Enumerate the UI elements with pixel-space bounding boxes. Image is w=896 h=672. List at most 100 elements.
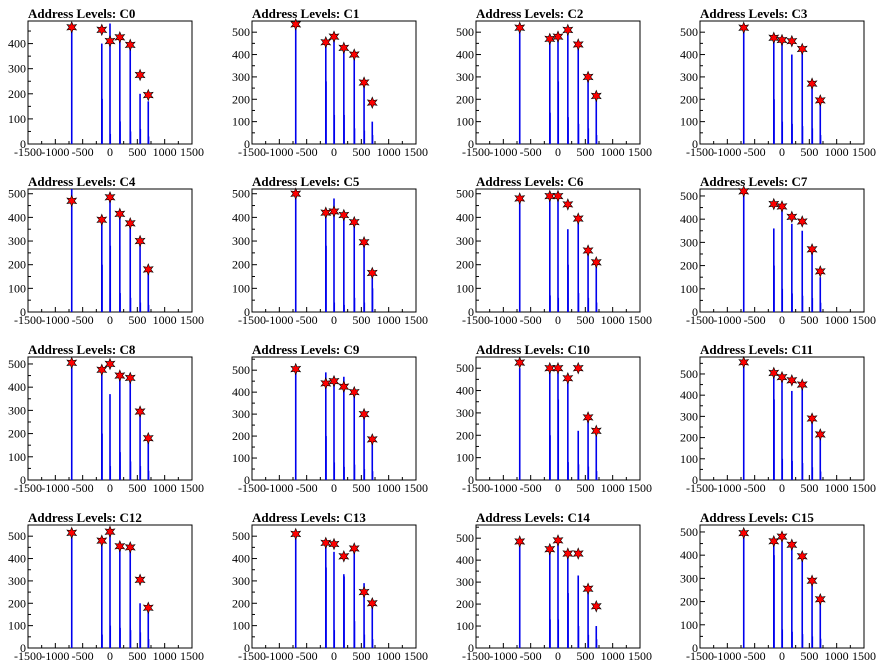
star-marker: [348, 48, 360, 61]
x-tick-label: 1000: [153, 649, 177, 663]
panel-title: Address Levels: C9: [252, 342, 360, 357]
y-tick-label: 300: [680, 571, 698, 585]
x-tick-label: -1500: [686, 481, 714, 495]
y-tick-label: 300: [456, 406, 474, 420]
star-marker: [514, 192, 526, 205]
panel-title: Address Levels: C11: [700, 342, 813, 357]
x-tick-label: 1500: [180, 481, 204, 495]
x-tick-label: 0: [779, 649, 785, 663]
panel-11: Address Levels: C11 0 100 200 300 400 500 -1500…: [680, 342, 876, 495]
star-marker: [290, 527, 302, 541]
x-tick-label: 1500: [628, 481, 652, 495]
star-marker: [768, 197, 780, 211]
y-tick-label: 400: [680, 548, 698, 562]
y-tick-label: 0: [468, 305, 474, 319]
y-tick-label: 0: [20, 305, 26, 319]
x-tick-label: 1000: [153, 145, 177, 159]
star-marker: [366, 266, 378, 280]
star-marker: [358, 585, 370, 599]
x-tick-label: 1500: [180, 145, 204, 159]
y-tick-label: 300: [680, 409, 698, 423]
x-tick-label: -1500: [462, 145, 490, 159]
star-marker: [328, 374, 340, 388]
x-tick-label: -500: [744, 649, 766, 663]
star-marker: [806, 243, 818, 256]
star-marker: [572, 361, 584, 375]
x-tick-label: -1500: [238, 649, 266, 663]
x-tick-label: -1500: [14, 481, 42, 495]
x-tick-label: 1000: [825, 481, 849, 495]
star-marker: [786, 374, 798, 387]
x-tick-label: 0: [331, 481, 337, 495]
x-tick-label: -500: [72, 313, 94, 327]
y-tick-label: 0: [692, 137, 698, 151]
star-marker: [142, 88, 154, 102]
y-tick-label: 500: [8, 529, 26, 543]
star-marker: [124, 216, 136, 230]
x-tick-label: 500: [576, 649, 594, 663]
star-marker: [134, 68, 146, 82]
panel-title: Address Levels: C14: [476, 510, 590, 525]
x-tick-label: 1000: [377, 145, 401, 159]
star-marker: [96, 534, 108, 547]
y-tick-label: 300: [8, 403, 26, 417]
y-tick-label: 500: [680, 25, 698, 39]
x-tick-label: -500: [520, 145, 542, 159]
star-marker: [104, 190, 116, 204]
star-marker: [338, 380, 350, 393]
x-tick-label: 0: [779, 481, 785, 495]
star-marker: [582, 244, 594, 257]
x-tick-label: -500: [296, 481, 318, 495]
star-marker: [544, 32, 556, 46]
x-tick-label: 500: [128, 145, 146, 159]
y-tick-label: 300: [680, 70, 698, 84]
y-tick-label: 400: [232, 385, 250, 399]
star-marker: [552, 30, 564, 43]
star-marker: [796, 378, 808, 391]
y-tick-label: 100: [680, 452, 698, 466]
y-tick-label: 200: [232, 596, 250, 610]
star-marker: [776, 530, 788, 543]
x-tick-label: 500: [352, 481, 370, 495]
y-tick-label: 500: [680, 525, 698, 539]
panel-12: Address Levels: C12 0 100 200 300 400 500 -1500…: [8, 510, 204, 663]
x-tick-label: 500: [800, 145, 818, 159]
x-tick-label: -500: [296, 145, 318, 159]
x-tick-label: 1500: [852, 649, 876, 663]
star-marker: [544, 542, 556, 556]
star-marker: [562, 23, 574, 37]
x-tick-label: -1000: [41, 145, 69, 159]
panel-title: Address Levels: C2: [476, 6, 583, 21]
star-marker: [124, 371, 136, 385]
y-tick-label: 0: [692, 641, 698, 655]
star-marker: [738, 185, 750, 198]
x-tick-label: 1000: [601, 313, 625, 327]
y-tick-label: 200: [232, 258, 250, 272]
y-tick-label: 400: [456, 553, 474, 567]
star-marker: [320, 377, 332, 390]
y-tick-label: 300: [8, 62, 26, 76]
x-tick-label: 0: [331, 649, 337, 663]
x-tick-label: -500: [520, 313, 542, 327]
y-tick-label: 400: [232, 210, 250, 224]
x-tick-label: 1500: [852, 481, 876, 495]
y-tick-label: 500: [232, 363, 250, 377]
star-marker: [104, 357, 116, 371]
star-marker: [738, 355, 750, 369]
star-marker: [104, 525, 116, 539]
panel-14: Address Levels: C14 0 100 200 300 400 500 -1500…: [456, 510, 652, 663]
x-tick-label: 1500: [852, 313, 876, 327]
y-tick-label: 500: [456, 25, 474, 39]
panel-title: Address Levels: C6: [476, 174, 584, 189]
star-marker: [114, 207, 126, 221]
star-marker: [572, 38, 584, 51]
panel-10: Address Levels: C10 0 100 200 300 400 500 -1500…: [456, 342, 652, 495]
y-tick-label: 400: [680, 212, 698, 226]
star-marker: [96, 23, 108, 37]
x-tick-label: 1500: [404, 649, 428, 663]
x-tick-label: -1000: [265, 649, 293, 663]
star-marker: [290, 362, 302, 376]
x-tick-label: -1000: [489, 145, 517, 159]
y-tick-label: 400: [232, 48, 250, 62]
star-marker: [814, 428, 826, 441]
